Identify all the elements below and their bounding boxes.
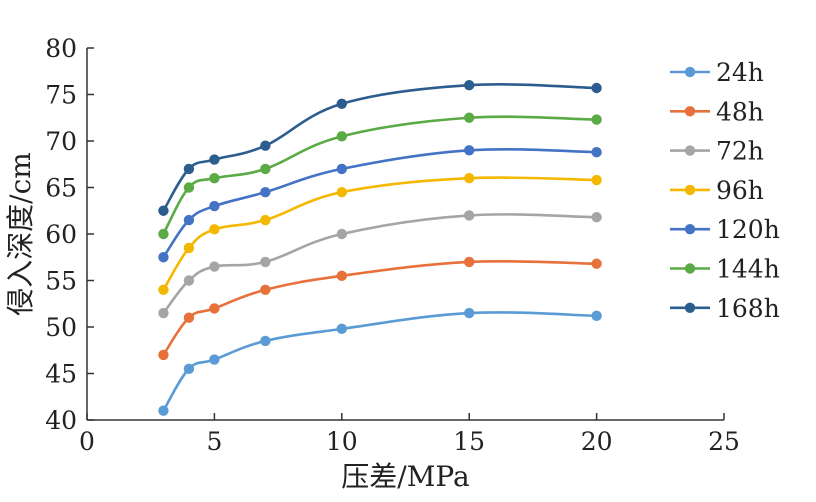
- data-point-72h: [336, 228, 347, 240]
- data-point-96h: [158, 284, 169, 295]
- y-tick-label: 70: [45, 127, 77, 156]
- data-point-96h: [183, 242, 195, 254]
- x-axis-title: 压差/MPa: [341, 460, 469, 493]
- series-line-96h: [162, 176, 597, 291]
- data-point-72h: [260, 256, 271, 268]
- legend-marker-24h: [684, 66, 696, 78]
- series-line-168h: [162, 83, 597, 212]
- legend-marker-96h: [684, 184, 696, 196]
- data-point-24h: [336, 323, 347, 335]
- data-point-24h: [158, 405, 169, 416]
- y-tick-label: 40: [45, 406, 77, 435]
- data-point-72h: [209, 261, 220, 272]
- data-point-168h: [158, 205, 169, 216]
- y-tick-label: 60: [45, 220, 77, 249]
- legend-label-24h: 24h: [716, 58, 764, 87]
- y-tick-label: 80: [45, 34, 77, 63]
- legend-label-72h: 72h: [716, 137, 764, 166]
- data-point-48h: [464, 256, 475, 268]
- y-tick-label: 45: [45, 360, 77, 389]
- y-tick-label: 75: [45, 81, 77, 110]
- data-point-120h: [464, 145, 475, 156]
- legend-label-48h: 48h: [716, 97, 764, 126]
- data-point-168h: [209, 154, 220, 165]
- series-line-120h: [162, 147, 597, 258]
- series-line-72h: [162, 213, 597, 314]
- x-tick-label: 20: [581, 427, 613, 456]
- data-point-144h: [209, 173, 220, 184]
- data-point-96h: [464, 173, 475, 184]
- data-point-120h: [336, 163, 347, 175]
- x-tick-label: 25: [708, 427, 740, 456]
- data-point-24h: [183, 363, 195, 375]
- legend-marker-144h: [684, 263, 696, 274]
- x-tick-label: 0: [79, 427, 95, 456]
- data-point-168h: [464, 80, 475, 91]
- series-line-144h: [162, 115, 597, 235]
- data-point-168h: [260, 140, 271, 151]
- data-point-168h: [336, 98, 347, 110]
- series-lines: [162, 83, 597, 412]
- axes: 0 5 10 15 20 25 40 45 50 55 60 65 70 75 80: [45, 34, 740, 456]
- series-line-48h: [162, 259, 597, 356]
- x-tick-label: 5: [206, 427, 222, 456]
- x-tick-label: 15: [453, 427, 485, 456]
- data-point-48h: [183, 312, 195, 323]
- legend-label-168h: 168h: [716, 294, 780, 323]
- data-point-48h: [158, 349, 169, 361]
- data-point-144h: [183, 182, 195, 193]
- data-point-48h: [209, 303, 220, 314]
- data-point-120h: [209, 200, 220, 212]
- data-point-24h: [464, 307, 475, 319]
- data-point-144h: [591, 114, 602, 125]
- data-point-48h: [260, 284, 271, 295]
- data-point-72h: [464, 210, 475, 221]
- legend-label-120h: 120h: [716, 215, 780, 244]
- series-points: [158, 80, 602, 416]
- legend-marker-168h: [684, 302, 696, 313]
- data-point-168h: [591, 82, 602, 94]
- data-point-48h: [591, 258, 602, 269]
- legend-marker-72h: [684, 145, 696, 156]
- data-point-144h: [158, 228, 169, 240]
- legend: 24h 48h 72h 96h 120h 144h 168h: [670, 58, 780, 323]
- data-point-120h: [260, 186, 271, 198]
- y-tick-label: 55: [45, 267, 77, 296]
- legend-marker-120h: [684, 224, 696, 235]
- legend-marker-48h: [684, 106, 696, 117]
- data-point-72h: [158, 307, 169, 319]
- data-point-72h: [591, 212, 602, 223]
- data-point-96h: [209, 224, 220, 235]
- data-point-120h: [158, 252, 169, 263]
- data-point-96h: [591, 174, 602, 186]
- series-line-24h: [162, 311, 597, 412]
- data-point-48h: [336, 270, 347, 282]
- data-point-120h: [591, 146, 602, 158]
- legend-label-96h: 96h: [716, 176, 764, 205]
- data-point-96h: [336, 186, 347, 198]
- data-point-168h: [183, 163, 195, 175]
- y-axis-title: 侵入深度/cm: [4, 152, 37, 316]
- x-tick-label: 10: [326, 427, 358, 456]
- y-tick-label: 65: [45, 174, 77, 203]
- legend-label-144h: 144h: [716, 255, 780, 284]
- data-point-144h: [336, 131, 347, 142]
- data-point-120h: [183, 214, 195, 226]
- data-point-72h: [183, 275, 195, 286]
- data-point-24h: [209, 354, 220, 365]
- data-point-24h: [591, 310, 602, 322]
- data-point-144h: [464, 112, 475, 123]
- data-point-144h: [260, 163, 271, 175]
- data-point-24h: [260, 335, 271, 347]
- y-tick-label: 50: [45, 313, 77, 342]
- data-point-96h: [260, 214, 271, 226]
